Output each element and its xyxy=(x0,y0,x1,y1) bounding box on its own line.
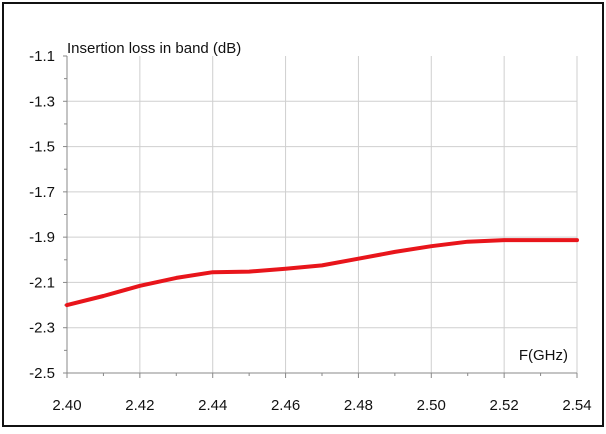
x-tick-label: 2.50 xyxy=(417,397,446,414)
x-tick-label: 2.42 xyxy=(125,397,154,414)
y-tick-label: -2.3 xyxy=(29,320,55,337)
axis-layer xyxy=(63,55,578,378)
x-tick-label: 2.48 xyxy=(344,397,373,414)
y-tick-label: -1.9 xyxy=(29,229,55,246)
series-layer xyxy=(65,238,579,308)
chart-title: Insertion loss in band (dB) xyxy=(67,40,241,57)
x-tick-label: 2.46 xyxy=(271,397,300,414)
x-tick-label: 2.44 xyxy=(198,397,227,414)
tick-label-layer: 2.40 2.42 2.44 2.46 2.48 2.50 2.52 2.54 -1.1 -1.3… xyxy=(29,48,591,414)
y-tick-label: -1.1 xyxy=(29,48,55,65)
y-tick-label: -2.5 xyxy=(29,365,55,382)
insertion-loss-line xyxy=(65,238,579,308)
x-tick-label: 2.40 xyxy=(52,397,81,414)
x-axis-label: F(GHz) xyxy=(519,347,568,364)
x-tick-label: 2.54 xyxy=(562,397,591,414)
y-tick-label: -2.1 xyxy=(29,274,55,291)
x-tick-label: 2.52 xyxy=(490,397,519,414)
y-tick-label: -1.3 xyxy=(29,93,55,110)
y-tick-label: -1.7 xyxy=(29,184,55,201)
chart-frame xyxy=(2,2,604,427)
y-tick-label: -1.5 xyxy=(29,139,55,156)
